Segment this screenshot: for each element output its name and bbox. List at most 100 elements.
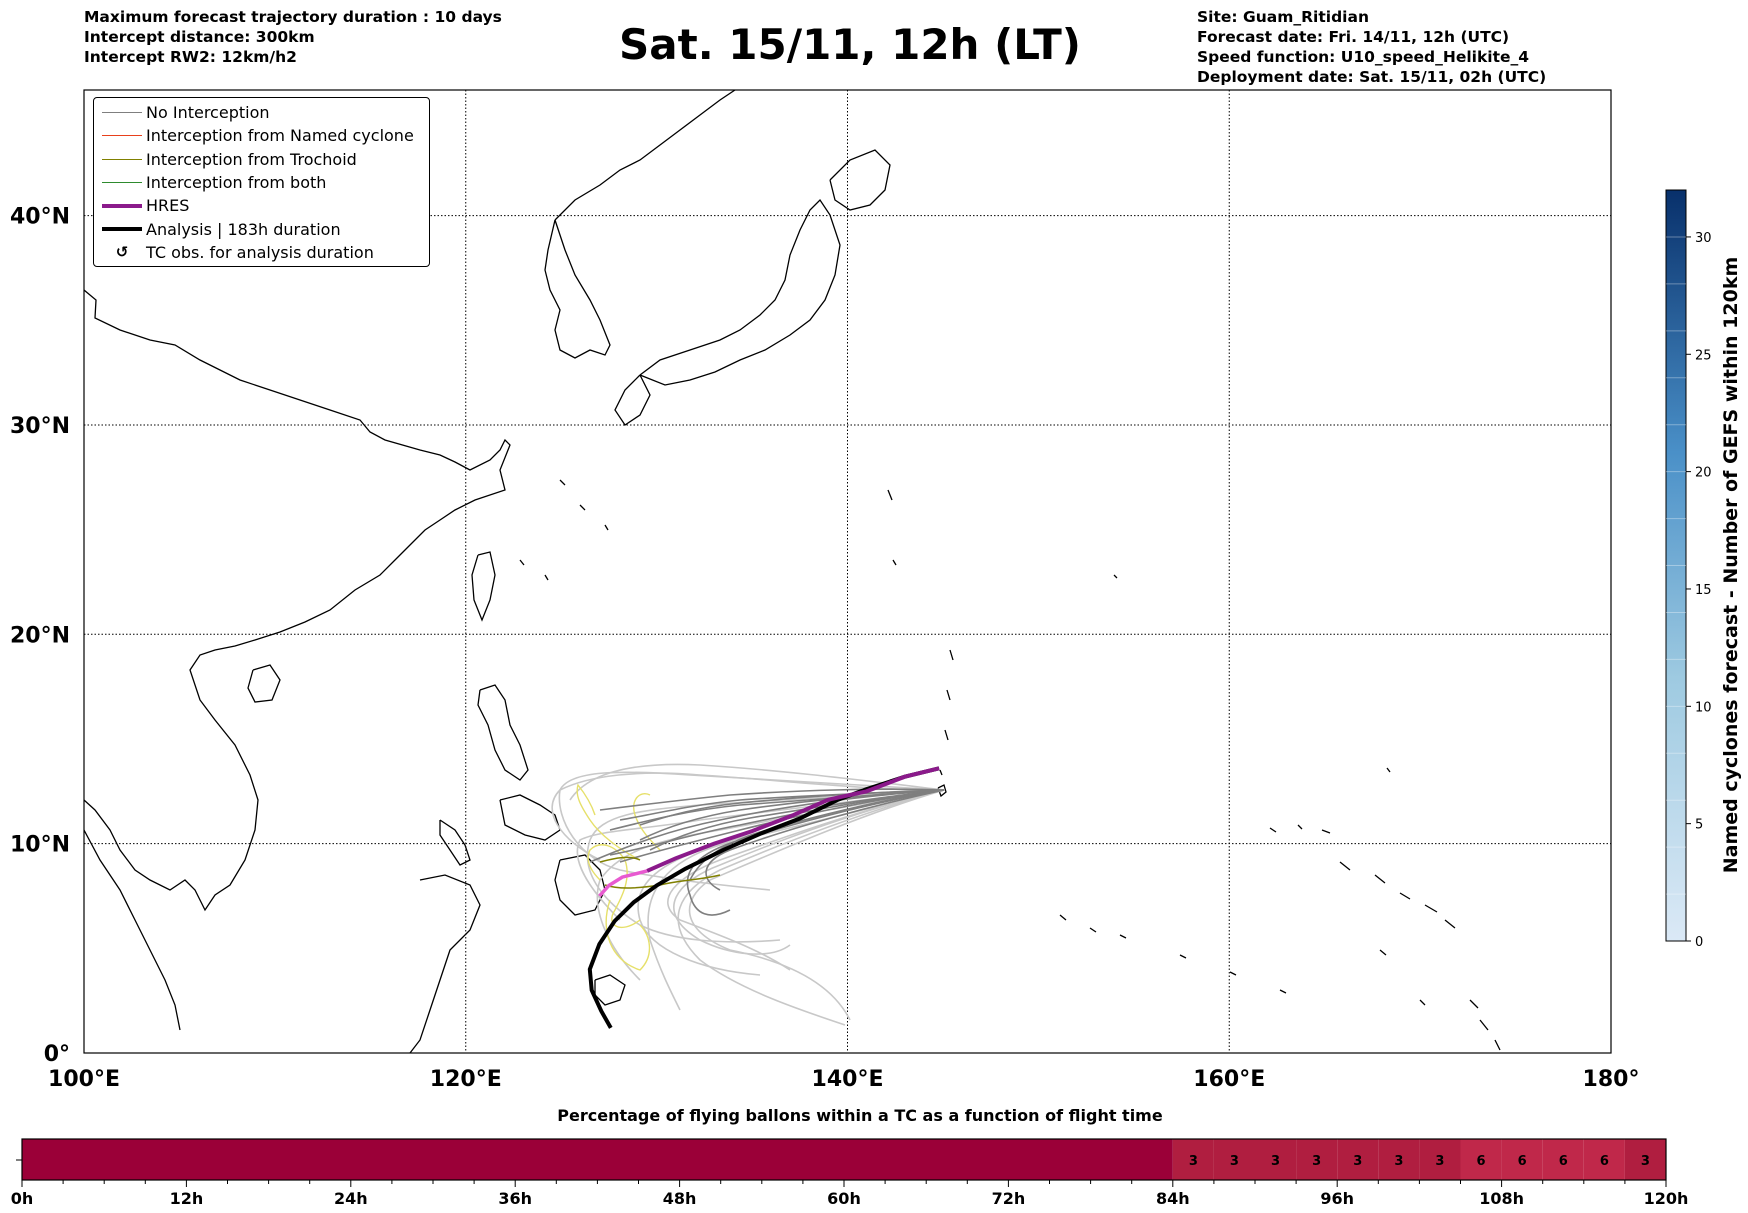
legend-label: Analysis | 183h duration bbox=[146, 219, 341, 239]
analysis-and-hres bbox=[587, 766, 940, 1029]
lat-tick-label: 0° bbox=[44, 1042, 70, 1067]
russia-coastline bbox=[554, 90, 736, 221]
page-title: Sat. 15/11, 12h (LT) bbox=[619, 20, 1081, 69]
legend-item: ↺ TC obs. for analysis duration bbox=[94, 241, 429, 264]
latitude-labels: 0° 10°N 20°N 30°N 40°N bbox=[10, 205, 70, 1067]
legend-key: ↺ bbox=[100, 241, 144, 264]
timebar-value-label: 3 bbox=[1271, 1154, 1280, 1169]
guam-island bbox=[937, 784, 947, 798]
colorbar-label: Named cyclones forecast - Number of GEFS… bbox=[1720, 257, 1742, 874]
hainan-coastline bbox=[247, 664, 281, 703]
colorbar-tick-label: 15 bbox=[1695, 583, 1712, 598]
timebar-tick-label: 36h bbox=[498, 1189, 532, 1208]
deployment-date-text: Deployment date: Sat. 15/11, 02h (UTC) bbox=[1197, 68, 1547, 86]
lon-tick-label: 100°E bbox=[48, 1067, 120, 1092]
taiwan-coastline bbox=[471, 551, 496, 622]
lat-tick-label: 20°N bbox=[10, 623, 70, 648]
timebar-segment bbox=[1542, 1139, 1584, 1180]
trajectory-yellow bbox=[633, 793, 661, 851]
forecast-parameters: Maximum forecast trajectory duration : 1… bbox=[84, 7, 502, 67]
colorbar-tick-label: 0 bbox=[1695, 935, 1703, 950]
timebar-segment bbox=[1255, 1139, 1297, 1180]
trajectory-yellow bbox=[605, 899, 651, 971]
timebar-segment bbox=[1337, 1139, 1379, 1180]
timebar-tick-label: 84h bbox=[1156, 1189, 1190, 1208]
trajectory-light bbox=[688, 789, 945, 1021]
colorbar-tick-label: 25 bbox=[1695, 348, 1712, 363]
trajectory-light bbox=[673, 789, 945, 955]
japan-coastline bbox=[639, 198, 841, 386]
legend-label: HRES bbox=[146, 196, 190, 216]
legend-key bbox=[100, 218, 144, 241]
trajectory-light bbox=[586, 789, 945, 943]
bonin-islands bbox=[887, 489, 954, 776]
legend-item: Interception from both bbox=[94, 171, 429, 194]
timebar-segment bbox=[1501, 1139, 1543, 1180]
lat-tick-label: 10°N bbox=[10, 833, 70, 858]
asia-coastline bbox=[84, 289, 511, 912]
colorbar-ticks: 0 5 10 15 20 25 30 bbox=[1666, 231, 1712, 950]
timebar-segment bbox=[1296, 1139, 1338, 1180]
colorbar-tick-label: 30 bbox=[1695, 231, 1712, 246]
timebar-segment bbox=[1213, 1139, 1255, 1180]
timebar-segment bbox=[1624, 1139, 1666, 1180]
colorbar-tick-label: 20 bbox=[1695, 466, 1712, 481]
timebar-value-label: 6 bbox=[1477, 1154, 1486, 1169]
hokkaido-coastline bbox=[829, 149, 891, 211]
ryukyu-islands bbox=[519, 479, 609, 581]
timebar-value-label: 6 bbox=[1559, 1154, 1568, 1169]
legend-key bbox=[100, 194, 144, 217]
timebar-value-label: 3 bbox=[1312, 1154, 1321, 1169]
site-text: Site: Guam_Ritidian bbox=[1197, 8, 1369, 26]
borneo-coastline bbox=[409, 874, 481, 1053]
trajectory-yellow bbox=[576, 783, 641, 861]
timebar-tick-label: 120h bbox=[1644, 1189, 1689, 1208]
trajectory-grey bbox=[705, 789, 945, 891]
hres-track bbox=[646, 766, 940, 873]
site-info: Site: Guam_Ritidian Forecast date: Fri. … bbox=[1197, 7, 1546, 87]
legend-key bbox=[100, 171, 144, 194]
timebar-segment bbox=[1172, 1139, 1214, 1180]
kyushu-coastline bbox=[614, 374, 651, 426]
trajectory-grey bbox=[639, 789, 945, 841]
trajectory-light bbox=[576, 789, 945, 921]
legend-line-swatch bbox=[102, 181, 142, 183]
trajectory-grey bbox=[639, 789, 945, 826]
timebar: 3 3 3 3 3 3 3 6 6 6 6 3 0h 12h 24h 36h 48h 60h 72h 84h 96h 1… bbox=[11, 1138, 1689, 1208]
korea-coastline bbox=[544, 219, 611, 359]
timebar-segment bbox=[1419, 1139, 1461, 1180]
timebar-value-label: 3 bbox=[1641, 1154, 1650, 1169]
timebar-tick-label: 108h bbox=[1479, 1189, 1524, 1208]
legend-item: HRES bbox=[94, 194, 429, 217]
peninsula-coastline bbox=[84, 829, 181, 1031]
intercept-rw2-text: Intercept RW2: 12km/h2 bbox=[84, 48, 297, 66]
legend-item: Analysis | 183h duration bbox=[94, 217, 429, 240]
max-duration-text: Maximum forecast trajectory duration : 1… bbox=[84, 8, 502, 26]
speed-function-text: Speed function: U10_speed_Helikite_4 bbox=[1197, 48, 1530, 66]
legend-key bbox=[100, 101, 144, 124]
lat-tick-label: 30°N bbox=[10, 414, 70, 439]
legend-item: Interception from Trochoid bbox=[94, 148, 429, 171]
luzon-coastline bbox=[477, 684, 529, 781]
legend-line-swatch bbox=[102, 112, 142, 113]
trajectory-grey bbox=[619, 789, 945, 863]
legend-line-swatch bbox=[102, 135, 142, 137]
timebar-tick-label: 24h bbox=[334, 1189, 368, 1208]
timebar-value-label: 3 bbox=[1394, 1154, 1403, 1169]
caroline-islands bbox=[1059, 824, 1456, 1006]
trajectory-grey bbox=[686, 789, 945, 916]
legend-item: No Interception bbox=[94, 101, 429, 124]
coastlines bbox=[84, 90, 1501, 1053]
trajectory-light bbox=[677, 789, 945, 1026]
timebar-segment bbox=[1378, 1139, 1420, 1180]
trajectory-grey bbox=[599, 788, 945, 811]
legend-label: No Interception bbox=[146, 103, 270, 123]
timebar-segment bbox=[22, 1139, 1173, 1180]
legend-item: Interception from Named cyclone bbox=[94, 124, 429, 147]
timebar-title: Percentage of flying ballons within a TC… bbox=[557, 1106, 1163, 1125]
timebar-segment bbox=[1460, 1139, 1502, 1180]
forecast-date-text: Forecast date: Fri. 14/11, 12h (UTC) bbox=[1197, 28, 1510, 46]
timebar-segments: 3 3 3 3 3 3 3 6 6 6 6 3 bbox=[22, 1139, 1666, 1180]
timebar-value-label: 6 bbox=[1600, 1154, 1609, 1169]
timebar-tick-label: 72h bbox=[992, 1189, 1026, 1208]
